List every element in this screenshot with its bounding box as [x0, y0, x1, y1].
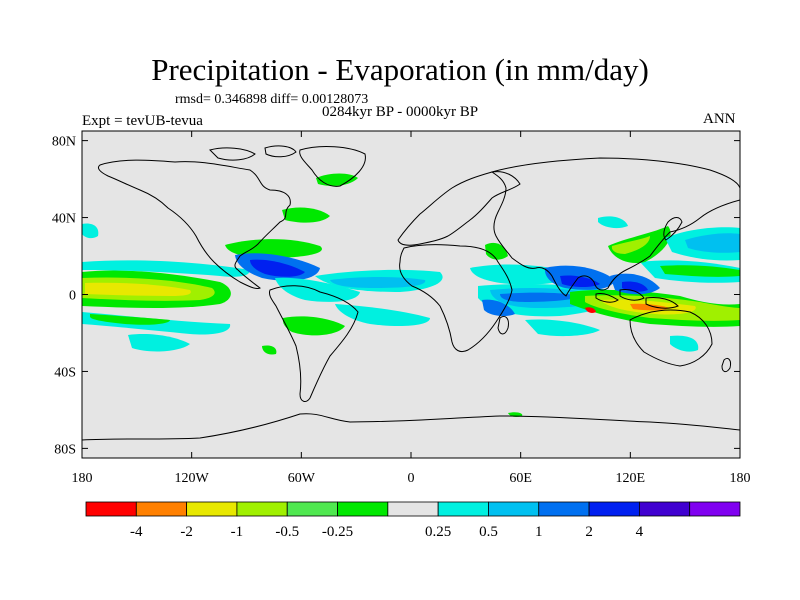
amazon-cyan: [275, 277, 360, 302]
east-africa-blue: [482, 299, 515, 317]
lon-tick-label: 60W: [288, 471, 316, 486]
colorbar-label: 4: [636, 524, 644, 540]
anomaly-contours: [82, 173, 740, 417]
season-label: ANN: [703, 111, 736, 127]
mid-pacific-cyan-patch: [128, 334, 190, 352]
colorbar-label: -4: [130, 524, 143, 540]
longitude-axis: 180 120W 60W 0 60E 120E 180: [72, 131, 751, 486]
arabian-green: [485, 242, 508, 260]
caribbean-deep: [250, 259, 305, 277]
colorbar: -4 -2 -1 -0.5 -0.25 0.25 0.5 1 2 4: [85, 501, 741, 540]
west-pacific-green: [660, 265, 740, 277]
period-label: 0284kyr BP - 0000kyr BP: [322, 104, 479, 120]
colorbar-swatch: [488, 501, 540, 517]
lat-tick-label: 80N: [52, 135, 76, 150]
north-atlantic-green-2: [316, 173, 358, 186]
colorbar-swatch: [638, 501, 691, 517]
maritime-red: [585, 307, 596, 313]
indian-ocean-deep: [500, 292, 580, 302]
colorbar-label: 2: [585, 524, 593, 540]
colorbar-label: -0.5: [275, 524, 299, 540]
colorbar-swatch: [538, 501, 590, 517]
colorbar-label: -1: [231, 524, 244, 540]
maritime-orange: [630, 303, 670, 311]
coastline-greenland: [299, 146, 366, 187]
lat-tick-label: 80S: [54, 442, 76, 457]
colorbar-swatch: [186, 501, 238, 517]
coastline-south-america: [269, 285, 359, 402]
coastline-north-america: [97, 159, 291, 289]
colorbar-swatch: [85, 501, 137, 517]
north-atlantic-green: [282, 207, 330, 223]
stats-label: rmsd= 0.346898 diff= 0.00128073: [175, 92, 369, 107]
caribbean-green: [225, 239, 322, 258]
coastline-antarctica: [82, 413, 740, 441]
coastline-indonesia: [595, 289, 679, 309]
lat-tick-label: 40N: [52, 212, 76, 227]
colorbar-swatch: [337, 501, 389, 517]
colorbar-label: 0.25: [425, 524, 451, 540]
coastline-australia: [629, 309, 713, 367]
north-pacific-blue: [685, 233, 740, 253]
colorbar-swatch: [387, 501, 439, 517]
south-america-green: [282, 316, 345, 336]
coastline-asia: [490, 157, 740, 297]
lon-tick-label: 180: [730, 471, 751, 486]
map-panel: 180 120W 60W 0 60E 120E 180 80N 40N 0 40S 80S: [52, 130, 751, 486]
colorbar-swatch: [689, 501, 741, 517]
south-indian-cyan: [525, 319, 600, 337]
coastline-madagascar: [497, 315, 509, 335]
lon-tick-label: 60E: [509, 471, 532, 486]
coastlines: [82, 145, 740, 441]
west-pacific-north-cyan: [598, 216, 628, 229]
colorbar-label: 0.5: [479, 524, 498, 540]
latitude-axis: 80N 40N 0 40S 80S: [52, 135, 740, 457]
south-atlantic-cyan: [335, 304, 430, 326]
lon-tick-label: 120W: [175, 471, 210, 486]
colorbar-swatch: [236, 501, 288, 517]
colorbar-label: 1: [535, 524, 543, 540]
lon-tick-label: 120E: [616, 471, 646, 486]
coastline-new-zealand: [721, 357, 731, 373]
bay-bengal-deep: [560, 275, 600, 287]
lon-tick-label: 180: [72, 471, 93, 486]
lat-tick-label: 0: [69, 289, 76, 304]
experiment-label: Expt = tevUB-tevua: [82, 113, 203, 129]
pacific-itcz-peak: [85, 282, 191, 296]
colorbar-label: -2: [180, 524, 193, 540]
atlantic-itcz-blue: [330, 277, 426, 288]
south-pacific-green: [90, 314, 170, 325]
south-atlantic-green-small: [262, 345, 277, 355]
coastline-arctic-islands: [209, 145, 297, 161]
australia-south-cyan: [670, 335, 699, 352]
colorbar-swatch: [437, 501, 489, 517]
nw-pacific-cyan: [82, 223, 99, 239]
colorbar-swatch: [286, 501, 338, 517]
colorbar-label: -0.25: [322, 524, 353, 540]
map-title: Precipitation - Evaporation (in mm/day): [151, 52, 649, 87]
pacific-cyan-band: [82, 260, 250, 277]
coastline-africa: [399, 244, 513, 353]
colorbar-swatch: [135, 501, 188, 517]
lon-tick-label: 0: [408, 471, 415, 486]
colorbar-swatch: [588, 501, 640, 517]
east-asia-yellow: [611, 236, 650, 254]
lat-tick-label: 40S: [54, 365, 76, 380]
coastline-japan: [663, 217, 683, 241]
